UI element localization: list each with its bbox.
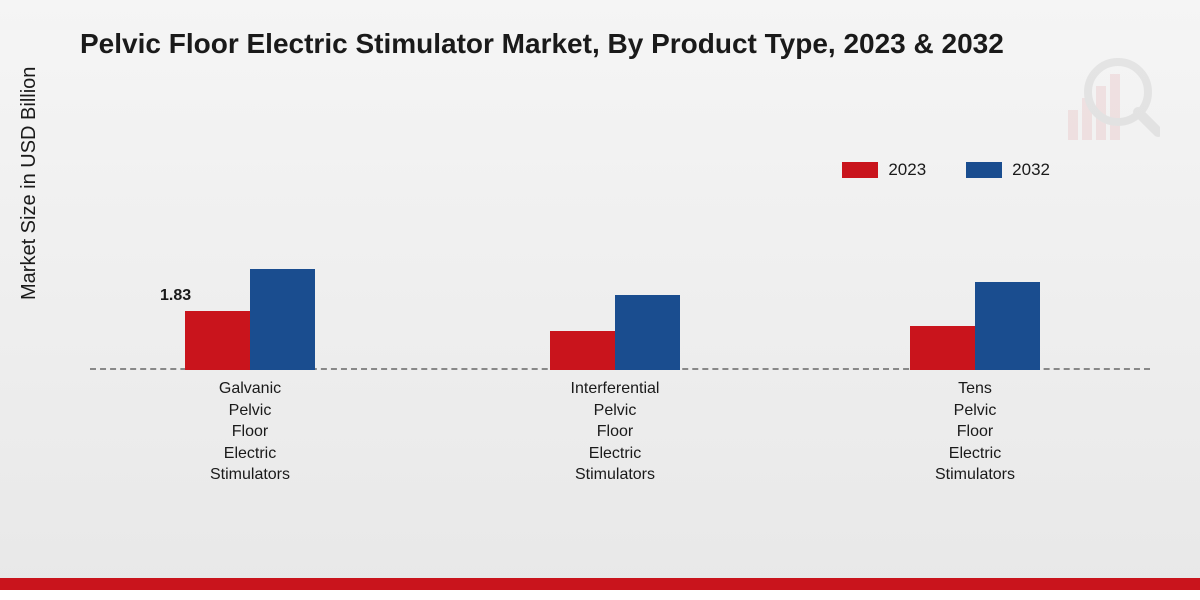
xlabel-1-line: Floor	[597, 423, 633, 440]
xlabel-2-line: Electric	[949, 445, 1001, 462]
footer-accent-bar	[0, 578, 1200, 590]
bar-group-0: 1.83	[150, 269, 350, 370]
xlabel-0-line: Electric	[224, 445, 276, 462]
xlabel-1-line: Pelvic	[594, 402, 637, 419]
legend-label-2023: 2023	[888, 160, 926, 180]
plot-area: 1.83	[90, 240, 1150, 370]
xlabel-0-line: Pelvic	[229, 402, 272, 419]
bar-1-2032	[615, 295, 680, 370]
legend: 2023 2032	[842, 160, 1050, 180]
value-label-0-0: 1.83	[160, 287, 191, 305]
legend-item-2032: 2032	[966, 160, 1050, 180]
xlabel-2-line: Stimulators	[935, 466, 1015, 483]
xlabel-1-line: Stimulators	[575, 466, 655, 483]
xlabel-0-line: Galvanic	[219, 380, 281, 397]
bar-group-1	[515, 295, 715, 370]
footer-under	[0, 590, 1200, 600]
xlabel-0-line: Stimulators	[210, 466, 290, 483]
bar-0-2023	[185, 311, 250, 370]
legend-label-2032: 2032	[1012, 160, 1050, 180]
xlabel-1: Interferential Pelvic Floor Electric Sti…	[515, 378, 715, 486]
xlabel-2-line: Floor	[957, 423, 993, 440]
watermark-logo	[1040, 50, 1160, 170]
xlabel-2-line: Tens	[958, 380, 992, 397]
bar-1-2023	[550, 331, 615, 370]
bar-2-2032	[975, 282, 1040, 370]
legend-item-2023: 2023	[842, 160, 926, 180]
xlabel-2: Tens Pelvic Floor Electric Stimulators	[875, 378, 1075, 486]
xlabel-1-line: Electric	[589, 445, 641, 462]
chart-title: Pelvic Floor Electric Stimulator Market,…	[80, 28, 1004, 60]
y-axis-label: Market Size in USD Billion	[18, 67, 41, 300]
xlabel-1-line: Interferential	[571, 380, 660, 397]
bar-2-2023	[910, 326, 975, 370]
bar-0-2032	[250, 269, 315, 370]
xlabel-0: Galvanic Pelvic Floor Electric Stimulato…	[150, 378, 350, 486]
xlabel-2-line: Pelvic	[954, 402, 997, 419]
legend-swatch-2023	[842, 162, 878, 178]
legend-swatch-2032	[966, 162, 1002, 178]
bar-group-2	[875, 282, 1075, 370]
xlabel-0-line: Floor	[232, 423, 268, 440]
